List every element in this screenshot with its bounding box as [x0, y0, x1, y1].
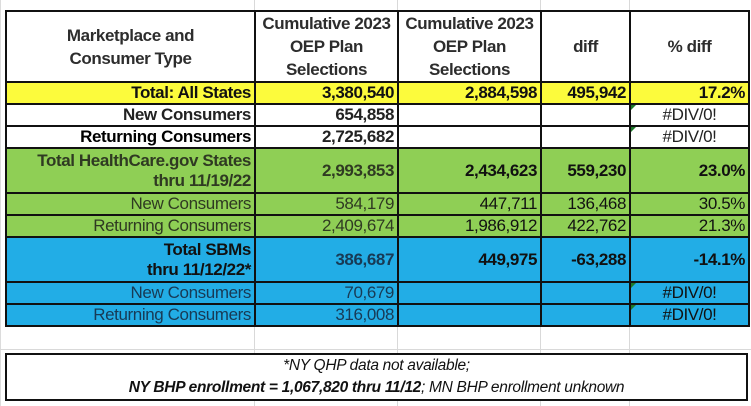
header-cumulative-1[interactable]: Cumulative 2023 OEP Plan Selections: [254, 10, 399, 83]
table-row: Returning Consumers 2,409,674 1,986,912 …: [5, 214, 750, 238]
cell-v2[interactable]: [397, 281, 542, 305]
footnote-box[interactable]: *NY QHP data not available; NY BHP enrol…: [5, 353, 748, 401]
cell-diff[interactable]: 422,762: [540, 214, 631, 238]
cell-pct[interactable]: 17.2%: [629, 81, 750, 105]
row-label[interactable]: Total: All States: [5, 81, 256, 105]
table-row: Total SBMs thru 11/12/22* 386,687 449,975…: [5, 236, 750, 283]
table-row: New Consumers 654,858 #DIV/0!: [5, 103, 750, 127]
enrollment-table: Marketplace and Consumer Type Cumulative…: [5, 10, 750, 327]
footnote-bhp-bold: NY BHP enrollment = 1,067,820 thru 11/12: [128, 379, 422, 396]
row-label[interactable]: Returning Consumers: [5, 303, 256, 327]
table-row: New Consumers 70,679 #DIV/0!: [5, 281, 750, 305]
cell-diff[interactable]: [540, 281, 631, 305]
header-cumulative-2[interactable]: Cumulative 2023 OEP Plan Selections: [397, 10, 542, 83]
table-row: Returning Consumers 2,725,682 #DIV/0!: [5, 125, 750, 149]
cell-diff[interactable]: 136,468: [540, 192, 631, 216]
cell-v2[interactable]: 2,434,623: [397, 147, 542, 194]
cell-v1[interactable]: 70,679: [254, 281, 399, 305]
row-label[interactable]: New Consumers: [5, 103, 256, 127]
header-diff[interactable]: diff: [540, 10, 631, 83]
sheet-gridline: [0, 349, 751, 350]
row-label-line1: Total HealthCare.gov States: [37, 150, 251, 170]
row-label[interactable]: Total HealthCare.gov States thru 11/19/22: [5, 147, 256, 194]
cell-v2[interactable]: 2,884,598: [397, 81, 542, 105]
row-label[interactable]: New Consumers: [5, 281, 256, 305]
cell-pct[interactable]: 23.0%: [629, 147, 750, 194]
cell-v2[interactable]: [397, 103, 542, 127]
cell-v2[interactable]: [397, 303, 542, 327]
header-row: Marketplace and Consumer Type Cumulative…: [5, 10, 750, 83]
cell-pct[interactable]: #DIV/0!: [629, 303, 750, 327]
cell-diff[interactable]: [540, 125, 631, 149]
cell-v1[interactable]: 3,380,540: [254, 81, 399, 105]
row-label-line1: Total SBMs: [163, 239, 252, 259]
cell-diff[interactable]: 559,230: [540, 147, 631, 194]
row-label[interactable]: Returning Consumers: [5, 125, 256, 149]
cell-v1[interactable]: 386,687: [254, 236, 399, 283]
cell-v1[interactable]: 2,725,682: [254, 125, 399, 149]
cell-pct[interactable]: #DIV/0!: [629, 103, 750, 127]
cell-diff[interactable]: [540, 103, 631, 127]
cell-v1[interactable]: 316,008: [254, 303, 399, 327]
cell-pct[interactable]: 21.3%: [629, 214, 750, 238]
cell-v2[interactable]: 447,711: [397, 192, 542, 216]
cell-v2[interactable]: 1,986,912: [397, 214, 542, 238]
cell-pct[interactable]: #DIV/0!: [629, 125, 750, 149]
table-row: Total HealthCare.gov States thru 11/19/22…: [5, 147, 750, 194]
table-row: Returning Consumers 316,008 #DIV/0!: [5, 303, 750, 327]
header-marketplace[interactable]: Marketplace and Consumer Type: [5, 10, 256, 83]
row-label[interactable]: Returning Consumers: [5, 214, 256, 238]
row-label-line2: thru 11/19/22: [153, 170, 251, 190]
cell-v2[interactable]: [397, 125, 542, 149]
cell-pct[interactable]: 30.5%: [629, 192, 750, 216]
cell-v1[interactable]: 584,179: [254, 192, 399, 216]
cell-diff[interactable]: 495,942: [540, 81, 631, 105]
cell-v1[interactable]: 2,993,853: [254, 147, 399, 194]
table-row: Total: All States 3,380,540 2,884,598 49…: [5, 81, 750, 105]
row-label[interactable]: New Consumers: [5, 192, 256, 216]
table-row: New Consumers 584,179 447,711 136,468 30…: [5, 192, 750, 216]
cell-v1[interactable]: 2,409,674: [254, 214, 399, 238]
footnote-line1: *NY QHP data not available;: [283, 357, 470, 374]
row-label[interactable]: Total SBMs thru 11/12/22*: [5, 236, 256, 283]
header-pct-diff[interactable]: % diff: [629, 10, 750, 83]
cell-v2[interactable]: 449,975: [397, 236, 542, 283]
cell-pct[interactable]: #DIV/0!: [629, 281, 750, 305]
row-label-line2: thru 11/12/22*: [146, 259, 251, 279]
footnote-line2: NY BHP enrollment = 1,067,820 thru 11/12…: [7, 377, 746, 399]
cell-v1[interactable]: 654,858: [254, 103, 399, 127]
footnote-bhp-rest: ; MN BHP enrollment unknown: [421, 379, 625, 396]
cell-diff[interactable]: -63,288: [540, 236, 631, 283]
cell-pct[interactable]: -14.1%: [629, 236, 750, 283]
cell-diff[interactable]: [540, 303, 631, 327]
